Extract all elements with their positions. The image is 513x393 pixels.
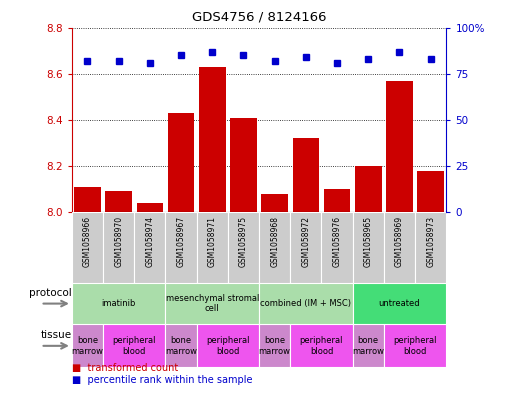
- Text: GSM1058966: GSM1058966: [83, 216, 92, 267]
- Bar: [324, 189, 350, 212]
- Text: imatinib: imatinib: [102, 299, 136, 308]
- Text: GSM1058973: GSM1058973: [426, 216, 435, 267]
- Text: mesenchymal stromal
cell: mesenchymal stromal cell: [166, 294, 259, 313]
- Text: bone
marrow: bone marrow: [259, 336, 291, 356]
- Bar: [386, 81, 413, 212]
- FancyBboxPatch shape: [196, 324, 259, 367]
- FancyBboxPatch shape: [228, 212, 259, 283]
- Text: GSM1058967: GSM1058967: [176, 216, 186, 267]
- FancyBboxPatch shape: [103, 324, 165, 367]
- Text: GSM1058968: GSM1058968: [270, 216, 279, 267]
- Text: protocol: protocol: [29, 288, 72, 298]
- Text: GSM1058965: GSM1058965: [364, 216, 373, 267]
- Bar: [105, 191, 132, 212]
- FancyBboxPatch shape: [353, 212, 384, 283]
- FancyBboxPatch shape: [72, 324, 103, 367]
- FancyBboxPatch shape: [165, 324, 196, 367]
- Text: GSM1058971: GSM1058971: [208, 216, 217, 267]
- FancyBboxPatch shape: [103, 212, 134, 283]
- Text: bone
marrow: bone marrow: [165, 336, 197, 356]
- FancyBboxPatch shape: [259, 283, 353, 324]
- FancyBboxPatch shape: [290, 324, 353, 367]
- Text: GSM1058970: GSM1058970: [114, 216, 123, 267]
- FancyBboxPatch shape: [165, 283, 259, 324]
- Bar: [74, 187, 101, 212]
- Text: peripheral
blood: peripheral blood: [112, 336, 156, 356]
- Bar: [168, 113, 194, 212]
- Text: GSM1058976: GSM1058976: [332, 216, 342, 267]
- FancyBboxPatch shape: [259, 212, 290, 283]
- Text: GSM1058969: GSM1058969: [395, 216, 404, 267]
- Text: ■  transformed count: ■ transformed count: [72, 364, 178, 373]
- Text: bone
marrow: bone marrow: [71, 336, 104, 356]
- FancyBboxPatch shape: [384, 212, 415, 283]
- Text: tissue: tissue: [41, 330, 72, 340]
- Text: GSM1058974: GSM1058974: [145, 216, 154, 267]
- Text: peripheral
blood: peripheral blood: [300, 336, 343, 356]
- Bar: [355, 166, 382, 212]
- Title: GDS4756 / 8124166: GDS4756 / 8124166: [192, 11, 326, 24]
- FancyBboxPatch shape: [196, 212, 228, 283]
- FancyBboxPatch shape: [322, 212, 353, 283]
- FancyBboxPatch shape: [353, 283, 446, 324]
- Text: untreated: untreated: [379, 299, 420, 308]
- FancyBboxPatch shape: [415, 212, 446, 283]
- Text: combined (IM + MSC): combined (IM + MSC): [261, 299, 351, 308]
- FancyBboxPatch shape: [72, 283, 165, 324]
- FancyBboxPatch shape: [259, 324, 290, 367]
- Bar: [136, 203, 163, 212]
- FancyBboxPatch shape: [353, 324, 384, 367]
- Text: GSM1058975: GSM1058975: [239, 216, 248, 267]
- FancyBboxPatch shape: [384, 324, 446, 367]
- FancyBboxPatch shape: [72, 212, 103, 283]
- Bar: [199, 67, 226, 212]
- Bar: [418, 171, 444, 212]
- Text: ■  percentile rank within the sample: ■ percentile rank within the sample: [72, 375, 252, 385]
- Text: peripheral
blood: peripheral blood: [393, 336, 437, 356]
- Text: bone
marrow: bone marrow: [352, 336, 384, 356]
- Text: GSM1058972: GSM1058972: [301, 216, 310, 267]
- Bar: [262, 194, 288, 212]
- Bar: [292, 138, 319, 212]
- Bar: [230, 118, 256, 212]
- FancyBboxPatch shape: [134, 212, 165, 283]
- FancyBboxPatch shape: [290, 212, 322, 283]
- FancyBboxPatch shape: [165, 212, 196, 283]
- Text: peripheral
blood: peripheral blood: [206, 336, 250, 356]
